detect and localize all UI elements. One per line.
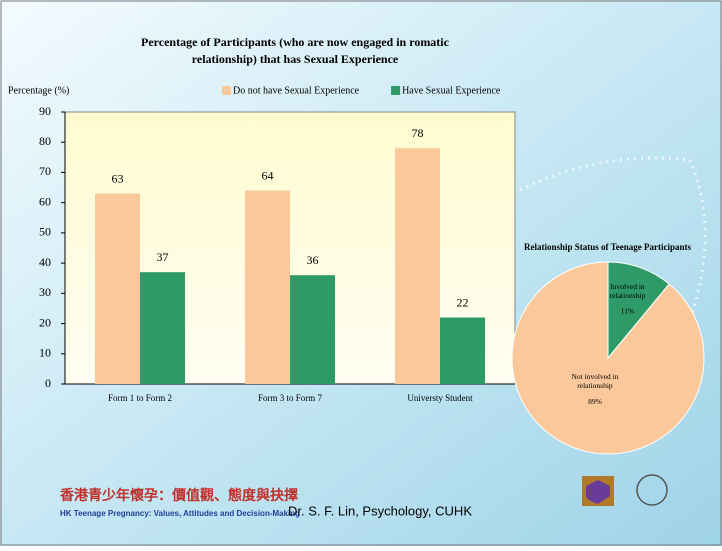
y-tick-label: 50 [39,225,51,239]
x-tick-label: Form 1 to Form 2 [108,393,172,403]
decoration [519,156,707,321]
data-label: 64 [262,168,274,182]
slice-label: Involved in relationship [609,281,646,300]
slice-value-label: 89% [588,397,602,406]
logos [582,474,668,506]
y-axis-label: Percentage (%) [8,85,69,96]
footer-credit: Dr. S. F. Lin, Psychology, CUHK [288,503,472,518]
chart-title-box: Percentage of Participants (who are now … [141,35,449,66]
legend-swatch [222,86,231,95]
data-label: 36 [307,253,319,267]
data-label: 78 [412,126,424,140]
university-crest [586,480,610,504]
bar [95,193,140,384]
slice-value-label: 11% [621,307,634,316]
y-tick-label: 60 [39,194,51,208]
pie-slice [607,261,670,360]
y-tick-label: 80 [39,134,51,148]
logo-english: HK Teenage Pregnancy: Values, Attitudes … [60,509,300,518]
logo-chinese: 香港青少年懷孕：價值觀、態度與抉擇 [59,487,298,504]
pie-slice [511,261,705,455]
data-label: 22 [457,295,469,309]
bar [395,148,440,384]
y-tick-label: 20 [39,315,51,329]
bar [440,317,485,384]
chart-title: Relationship Status of Teenage Participa… [523,242,691,252]
y-tick-label: 40 [39,255,51,269]
y-tick-label: 0 [45,376,51,390]
chart-title: Percentage of Participants (who are now … [141,35,449,66]
y-tick-label: 10 [39,346,51,360]
slice-label-box: Not involved in relationship [571,372,619,391]
legend-label: Have Sexual Experience [402,85,501,96]
bar [140,272,185,384]
x-tick-label: Universty Student [407,393,473,403]
bar [245,190,290,384]
legend-label: Do not have Sexual Experience [233,85,360,96]
data-label: 37 [157,250,169,264]
legend-swatch [391,86,401,95]
data-label: 63 [112,171,124,185]
slice-label: Not involved in relationship [571,372,619,391]
y-tick-label: 90 [39,104,51,118]
y-tick-label: 30 [39,285,51,299]
bar [290,275,335,384]
slice-label-box: Involved in relationship [609,281,646,300]
x-tick-label: Form 3 to Form 7 [258,393,323,403]
chart-title-box: Relationship Status of Teenage Participa… [523,242,691,252]
organisation-logo [636,474,668,506]
y-tick-label: 70 [39,164,51,178]
